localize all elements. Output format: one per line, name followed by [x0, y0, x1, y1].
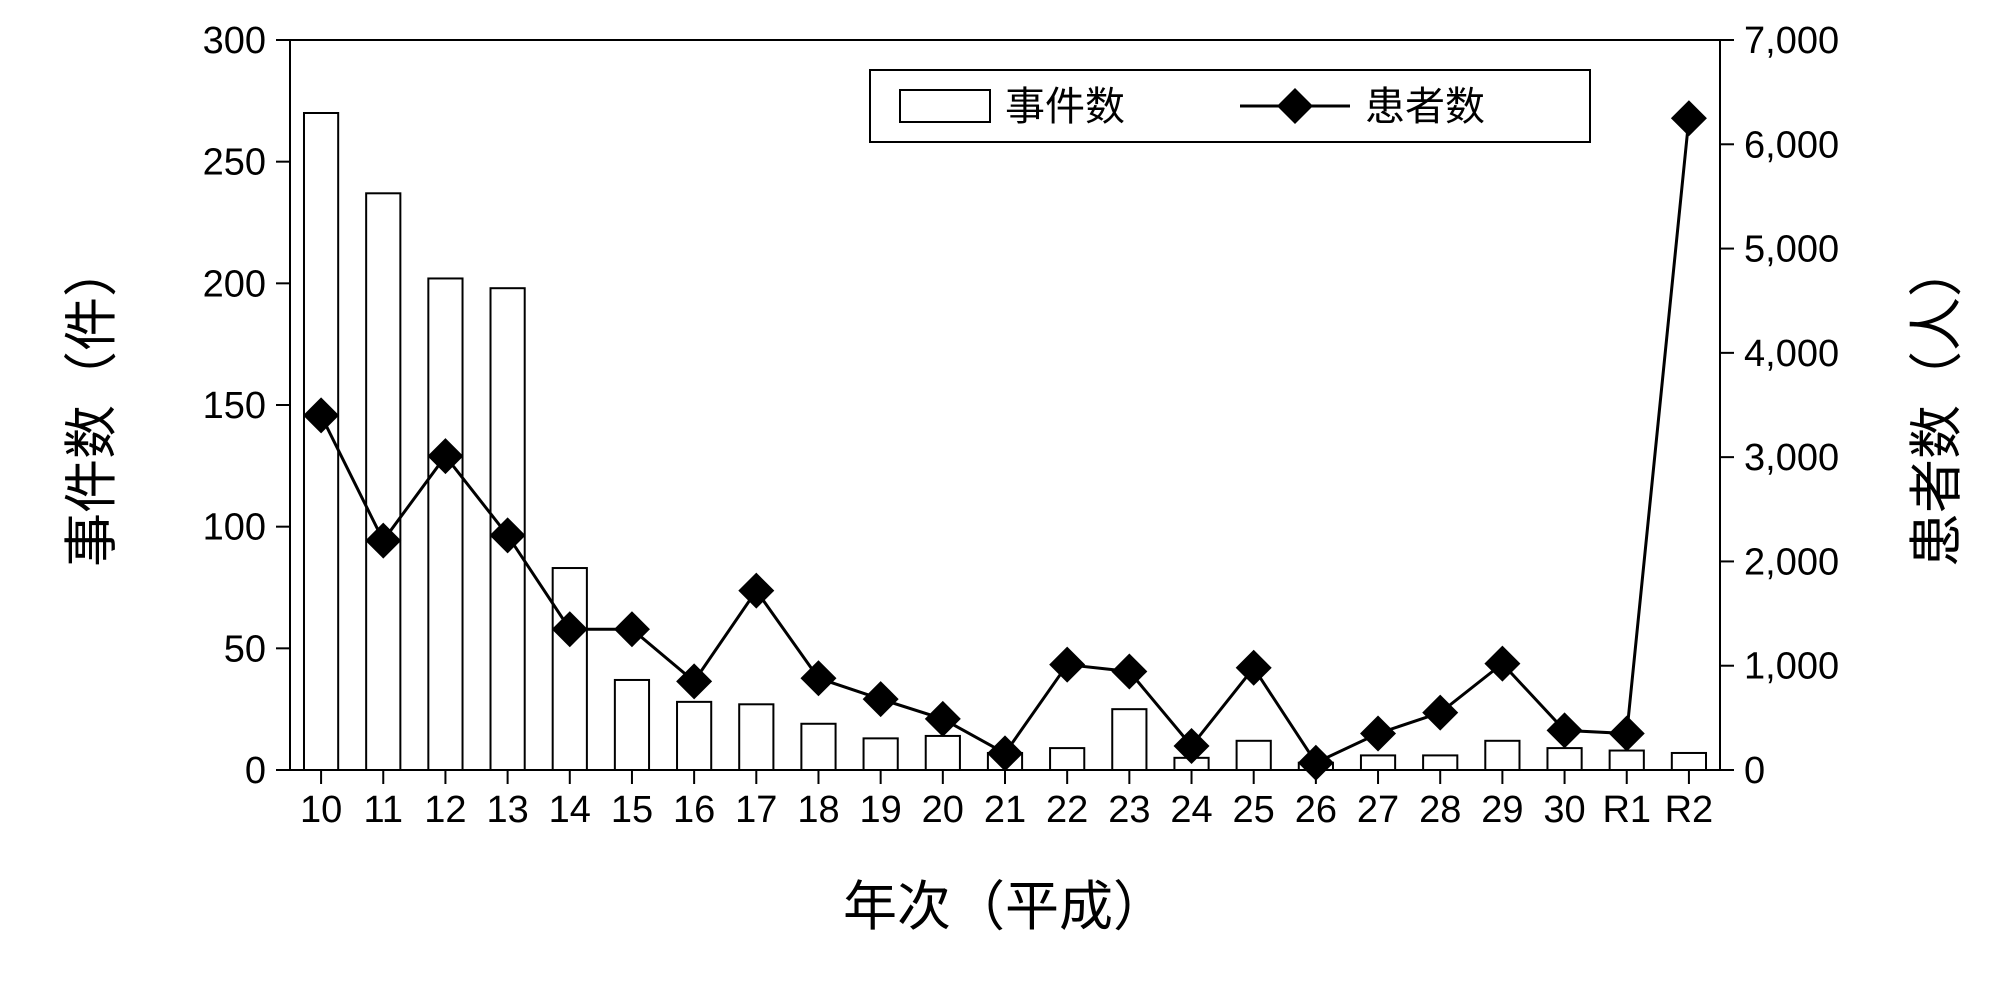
- bar: [1672, 753, 1706, 770]
- x-tick-label: R2: [1665, 789, 1714, 831]
- bar: [1485, 741, 1519, 770]
- y-left-tick-label: 0: [245, 750, 266, 792]
- y-left-tick-label: 300: [203, 20, 266, 62]
- bar: [1361, 755, 1395, 770]
- y-left-title: 事件数（件）: [62, 243, 122, 567]
- y-left-tick-label: 50: [224, 628, 266, 670]
- x-tick-label: 20: [922, 789, 964, 831]
- x-tick-label: 29: [1481, 789, 1523, 831]
- x-tick-label: 22: [1046, 789, 1088, 831]
- combo-chart: 0 50 100 150 200 250 300 0 1,000 2,000 3,000 4,000 5…: [0, 0, 2000, 983]
- legend-label-line: 患者数: [1365, 85, 1485, 129]
- bar: [1547, 748, 1581, 770]
- x-tick-label: 21: [984, 789, 1026, 831]
- y-right-tick-label: 5,000: [1744, 229, 1839, 271]
- bar: [428, 278, 462, 770]
- y-right-tick-label: 4,000: [1744, 333, 1839, 375]
- x-tick-label: 10: [300, 789, 342, 831]
- bar: [801, 724, 835, 770]
- y-left-tick-label: 150: [203, 385, 266, 427]
- y-right-tick-label: 7,000: [1744, 20, 1839, 62]
- x-tick-label: 13: [486, 789, 528, 831]
- x-tick-label: 15: [611, 789, 653, 831]
- x-tick-label: 18: [797, 789, 839, 831]
- bar: [553, 568, 587, 770]
- bar: [926, 736, 960, 770]
- bar: [739, 704, 773, 770]
- x-tick-label: 23: [1108, 789, 1150, 831]
- bar: [677, 702, 711, 770]
- x-tick-label: 28: [1419, 789, 1461, 831]
- bar: [1237, 741, 1271, 770]
- x-tick-label: 26: [1295, 789, 1337, 831]
- bar: [615, 680, 649, 770]
- x-tick-label: 24: [1170, 789, 1212, 831]
- x-tick-label: 12: [424, 789, 466, 831]
- y-right-tick-label: 0: [1744, 750, 1765, 792]
- x-tick-label: 17: [735, 789, 777, 831]
- x-tick-label: 30: [1543, 789, 1585, 831]
- bar: [1423, 755, 1457, 770]
- y-right-tick-label: 1,000: [1744, 646, 1839, 688]
- legend-label-bar: 事件数: [1005, 85, 1125, 129]
- x-tick-label: 19: [860, 789, 902, 831]
- x-tick-label: 11: [364, 789, 403, 831]
- x-tick-label: 27: [1357, 789, 1399, 831]
- bar: [864, 738, 898, 770]
- y-left-tick-label: 200: [203, 263, 266, 305]
- bar: [1112, 709, 1146, 770]
- x-tick-label: R1: [1602, 789, 1651, 831]
- legend-swatch-bar: [900, 90, 990, 122]
- bar: [1610, 751, 1644, 770]
- y-right-tick-label: 3,000: [1744, 437, 1839, 479]
- y-left-tick-label: 100: [203, 507, 266, 549]
- bar: [1050, 748, 1084, 770]
- y-left-tick-label: 250: [203, 142, 266, 184]
- y-right-title: 患者数（人）: [1907, 243, 1967, 567]
- bar: [366, 193, 400, 770]
- y-right-tick-label: 6,000: [1744, 124, 1839, 166]
- x-tick-label: 16: [673, 789, 715, 831]
- y-right-tick-label: 2,000: [1744, 541, 1839, 583]
- x-axis-title: 年次（平成）: [843, 877, 1167, 937]
- x-tick-label: 14: [549, 789, 591, 831]
- x-tick-label: 25: [1233, 789, 1275, 831]
